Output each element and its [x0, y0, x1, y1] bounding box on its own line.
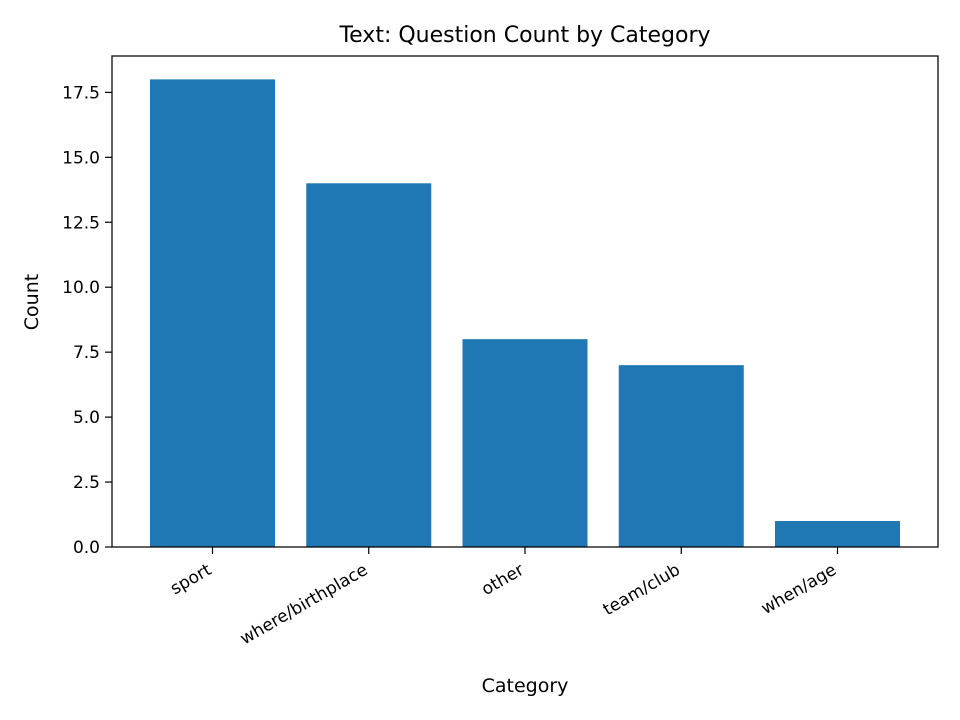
bar-other — [462, 339, 588, 547]
chart-title: Text: Question Count by Category — [338, 23, 710, 48]
y-tick-label: 2.5 — [73, 473, 100, 493]
bar-when-age — [775, 521, 900, 547]
y-tick-label: 12.5 — [62, 213, 100, 233]
y-tick-label: 0.0 — [73, 538, 100, 558]
bar-where-birthplace — [306, 183, 432, 548]
bar-team-club — [618, 365, 744, 547]
y-tick-label: 15.0 — [62, 148, 100, 168]
plot-area: 0.0 2.5 5.0 7.5 10.0 12.5 15.0 17.5 sport where/b… — [62, 55, 939, 649]
x-tick-label: other — [478, 560, 527, 600]
x-tick-label: where/birthplace — [237, 560, 371, 649]
y-tick-label: 5.0 — [73, 408, 100, 428]
bar-sport — [150, 79, 275, 547]
x-tick-label: team/club — [600, 560, 684, 620]
y-tick-label: 10.0 — [62, 278, 100, 298]
y-tick-label: 7.5 — [73, 343, 100, 363]
x-axis-label: Category — [482, 675, 569, 697]
x-tick-label: sport — [167, 560, 215, 599]
y-axis-label: Count — [21, 274, 43, 330]
x-tick-label: when/age — [758, 560, 840, 619]
y-tick-label: 17.5 — [62, 83, 100, 103]
